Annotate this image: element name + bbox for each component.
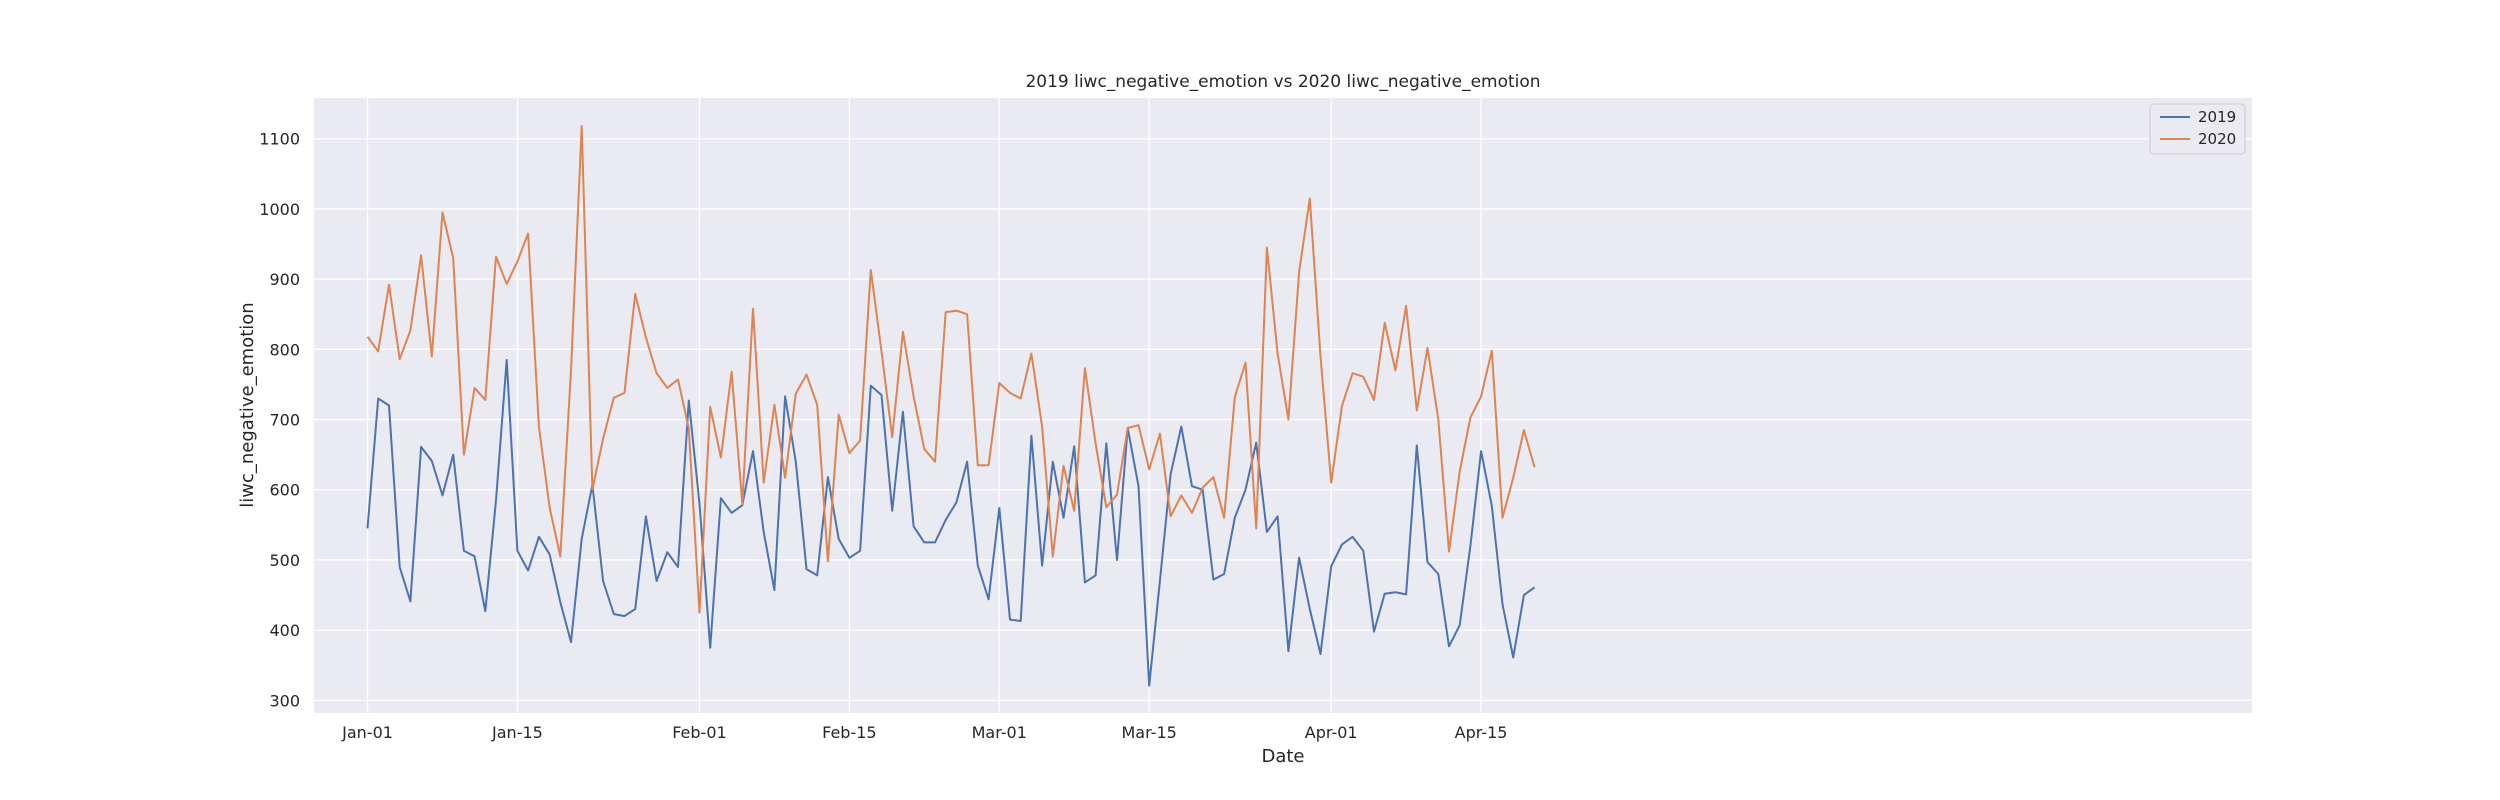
y-tick-label: 300 (269, 691, 300, 710)
x-tick-label: Feb-15 (822, 723, 876, 742)
y-tick-label: 400 (269, 621, 300, 640)
y-tick-label: 1100 (259, 130, 300, 149)
plot-background (314, 98, 2252, 713)
legend-label-2020: 2020 (2198, 130, 2236, 148)
x-tick-label: Feb-01 (672, 723, 726, 742)
chart-title: 2019 liwc_negative_emotion vs 2020 liwc_… (1025, 72, 1540, 92)
x-axis-label: Date (1261, 746, 1304, 767)
x-tick-label: Mar-15 (1122, 723, 1177, 742)
y-tick-label: 900 (269, 270, 300, 289)
series-line-2020 (366, 125, 1536, 614)
y-axis-label: liwc_negative_emotion (237, 302, 258, 507)
legend-label-2019: 2019 (2198, 108, 2236, 126)
grid-lines (314, 98, 2252, 713)
y-tick-label: 1000 (259, 200, 300, 219)
series-line-2019 (366, 358, 1536, 687)
legend: 2019 2020 (2149, 103, 2246, 155)
y-tick-label: 600 (269, 481, 300, 500)
series-lines (366, 125, 1536, 687)
x-tick-label: Jan-15 (491, 723, 543, 742)
y-tick-label: 700 (269, 411, 300, 430)
y-tick-label: 800 (269, 340, 300, 359)
x-tick-label: Jan-01 (341, 723, 393, 742)
x-tick-label: Apr-01 (1305, 723, 1358, 742)
x-tick-label: Mar-01 (972, 723, 1027, 742)
y-tick-label: 500 (269, 551, 300, 570)
y-axis: 300 400 500 600 700 800 900 1000 1100 (259, 130, 300, 711)
x-tick-label: Apr-15 (1455, 723, 1508, 742)
x-axis: Jan-01 Jan-15 Feb-01 Feb-15 Mar-01 Mar-15 Apr-… (341, 723, 1507, 742)
